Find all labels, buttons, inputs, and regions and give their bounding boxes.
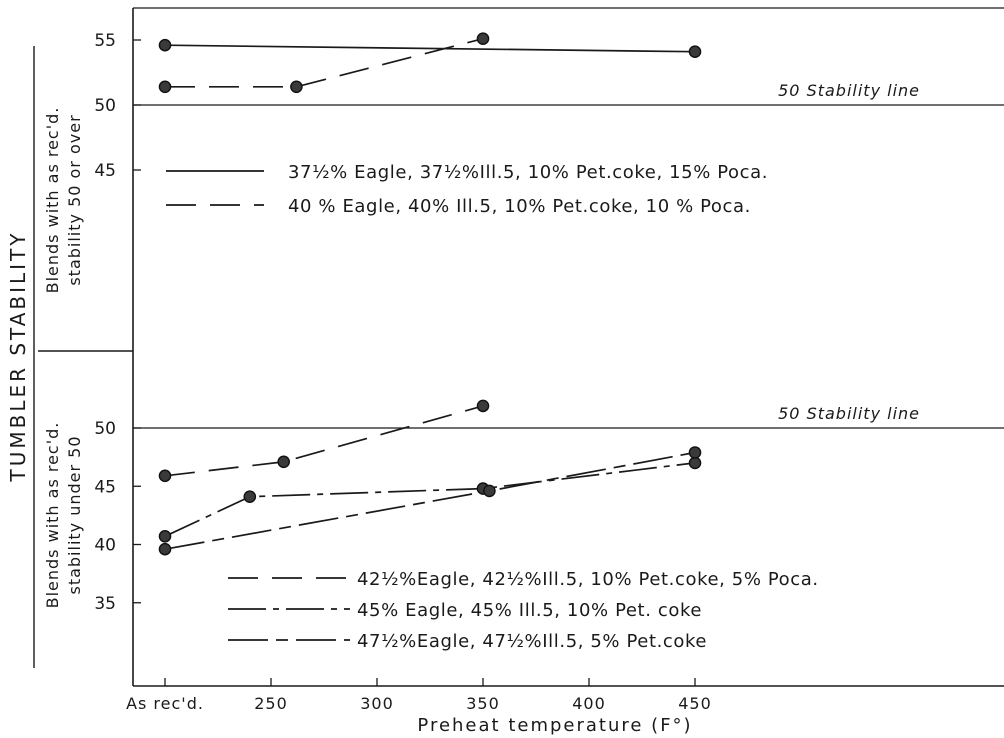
legend-label-top-1: 37½% Eagle, 37½%Ill.5, 10% Pet.coke, 15%… — [288, 162, 768, 183]
y-tick-label: 45 — [94, 161, 116, 181]
data-point — [243, 490, 257, 504]
x-tick-label: 250 — [254, 694, 288, 713]
x-tick-label: 300 — [360, 694, 394, 713]
data-point — [476, 32, 490, 46]
data-point — [158, 469, 172, 483]
x-tick-label: 400 — [572, 694, 606, 713]
series-line-bottom-1 — [164, 405, 484, 477]
x-axis-label: Preheat temperature (F°) — [417, 715, 692, 736]
data-point — [688, 456, 702, 470]
data-point — [158, 542, 172, 556]
series-line-top-1 — [164, 44, 696, 53]
outer-y-axis-label: TUMBLER STABILITY — [6, 231, 30, 483]
stability-line-label: 50 Stability line — [778, 81, 920, 100]
x-tick-label: 450 — [678, 694, 712, 713]
data-point — [476, 399, 490, 413]
panel-y-label-line2: stability under 50 — [65, 435, 84, 594]
data-point — [688, 45, 702, 59]
data-point — [277, 455, 291, 469]
y-tick-label: 40 — [94, 536, 116, 556]
legend-label-bottom-1: 42½%Eagle, 42½%Ill.5, 10% Pet.coke, 5% P… — [357, 569, 819, 590]
chart-frame — [33, 7, 1004, 687]
stability-line-label: 50 Stability line — [778, 404, 920, 423]
data-point — [158, 38, 172, 52]
y-tick-label: 50 — [94, 96, 116, 116]
y-tick-label: 50 — [94, 419, 116, 439]
axis-ticks: As rec'd. 250 300 350 400 450 45 50 55 35 40 45 50 — [94, 31, 712, 713]
series-line-bottom-2 — [164, 462, 696, 538]
chart-labels: Preheat temperature (F°) TUMBLER STABILIT… — [6, 81, 920, 736]
data-series — [133, 32, 1004, 556]
panel-y-label-line1: Blends with as rec'd. — [43, 107, 62, 294]
panel-y-label-line1: Blends with as rec'd. — [43, 422, 62, 609]
legend-label-bottom-3: 47½%Eagle, 47½%Ill.5, 5% Pet.coke — [357, 631, 707, 652]
x-tick-label: As rec'd. — [126, 694, 204, 713]
y-tick-label: 45 — [94, 477, 116, 497]
panel-y-label-line2: stability 50 or over — [65, 114, 84, 285]
data-point — [158, 80, 172, 94]
data-point — [688, 446, 702, 459]
y-tick-label: 35 — [94, 594, 116, 614]
series-line-bottom-3 — [164, 451, 696, 551]
data-point — [483, 484, 496, 498]
legend-label-bottom-2: 45% Eagle, 45% Ill.5, 10% Pet. coke — [357, 600, 702, 621]
data-point — [158, 530, 172, 543]
x-tick-label: 350 — [466, 694, 500, 713]
legend-label-top-2: 40 % Eagle, 40% Ill.5, 10% Pet.coke, 10 … — [288, 196, 751, 217]
y-tick-label: 55 — [94, 31, 116, 51]
data-point — [290, 80, 303, 94]
